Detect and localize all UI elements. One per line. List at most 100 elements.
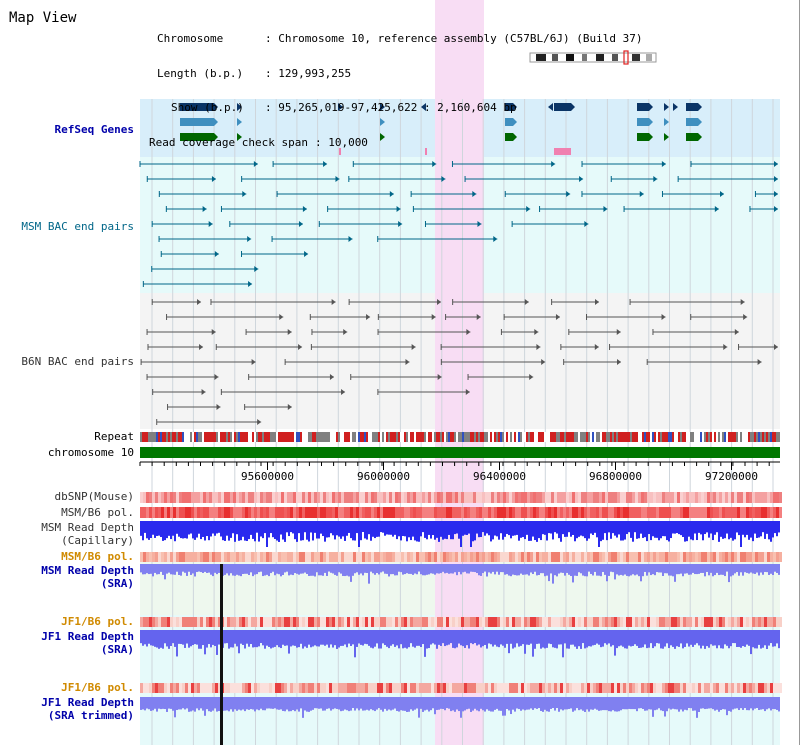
depth-bar: [174, 564, 176, 575]
depth-bar: [442, 521, 444, 540]
heat-cell: [617, 492, 620, 503]
depth-bar: [160, 521, 162, 538]
depth-bar: [372, 521, 374, 537]
repeat-mark: [458, 432, 460, 442]
heat-cell: [554, 617, 557, 627]
heat-cell: [185, 552, 188, 562]
heat-cell: [704, 507, 707, 518]
depth-bar: [670, 521, 672, 539]
track-label-b6n-bac[interactable]: B6N BAC end pairs: [21, 355, 134, 368]
heat-cell: [176, 683, 179, 693]
heat-cell: [533, 507, 536, 518]
depth-bar: [750, 697, 752, 709]
heat-cell: [167, 683, 170, 693]
heat-cell: [365, 507, 368, 518]
depth-bar: [382, 630, 384, 644]
depth-bar: [574, 630, 576, 647]
heat-cell: [581, 507, 584, 518]
heat-cell: [746, 683, 749, 693]
heat-cell: [416, 617, 419, 627]
heat-cell: [332, 507, 335, 518]
track-label-msm-depth-sra[interactable]: MSM Read Depth: [41, 564, 134, 577]
heat-cell: [392, 552, 395, 562]
repeat-mark: [270, 432, 272, 442]
depth-bar: [232, 697, 234, 712]
heat-cell: [230, 492, 233, 503]
depth-bar: [224, 630, 226, 644]
heat-cell: [368, 552, 371, 562]
depth-bar: [350, 564, 352, 582]
depth-bar: [702, 697, 704, 709]
track-label-repeat[interactable]: Repeat: [94, 430, 134, 443]
track-label-msm-depth-cap[interactable]: MSM Read Depth: [41, 521, 134, 534]
heat-cell: [602, 492, 605, 503]
depth-bar: [742, 521, 744, 535]
track-label-msm-b6-pol[interactable]: MSM/B6 pol.: [61, 506, 134, 519]
depth-bar: [604, 521, 606, 534]
track-label-jf1-depth-sra[interactable]: JF1 Read Depth: [41, 630, 134, 643]
depth-bar: [322, 630, 324, 645]
heat-cell: [164, 617, 167, 627]
heat-cell: [650, 492, 653, 503]
heat-cell: [263, 552, 266, 562]
bac-end-arrow: [723, 344, 728, 350]
depth-bar: [408, 564, 410, 574]
track-label-msm-b6-pol2[interactable]: MSM/B6 pol.: [61, 550, 134, 563]
track-label-jf1-b6-pol2[interactable]: JF1/B6 pol.: [61, 681, 134, 694]
heat-cell: [395, 507, 398, 518]
heat-cell: [200, 552, 203, 562]
depth-bar: [156, 697, 158, 712]
track-label-dbsnp[interactable]: dbSNP(Mouse): [54, 490, 134, 503]
heat-cell: [398, 683, 401, 693]
track-label-jf1-b6-pol[interactable]: JF1/B6 pol.: [61, 615, 134, 628]
depth-bar: [514, 630, 516, 648]
depth-bar: [312, 697, 314, 710]
heat-cell: [710, 683, 713, 693]
heat-cell: [434, 552, 437, 562]
depth-bar: [694, 630, 696, 645]
position-marker-line: [220, 564, 223, 745]
heat-cell: [548, 492, 551, 503]
repeat-mark: [564, 432, 566, 442]
depth-bar: [412, 697, 414, 711]
repeat-mark: [556, 432, 558, 442]
depth-bar: [630, 697, 632, 710]
repeat-mark: [562, 432, 564, 442]
track-label-chromosome[interactable]: chromosome 10: [47, 446, 134, 459]
repeat-mark: [612, 432, 614, 442]
heat-cell: [524, 552, 527, 562]
heat-cell: [620, 507, 623, 518]
depth-bar: [396, 630, 398, 646]
depth-bar: [596, 564, 598, 576]
repeat-mark: [450, 432, 452, 442]
depth-bar: [312, 521, 314, 541]
heat-cell: [389, 617, 392, 627]
heat-cell: [644, 492, 647, 503]
depth-bar: [520, 697, 522, 711]
bac-end-arrow: [524, 299, 529, 305]
heat-cell: [323, 492, 326, 503]
track-label-msm-bac[interactable]: MSM BAC end pairs: [21, 220, 134, 233]
track-label-jf1-depth-trim[interactable]: JF1 Read Depth: [41, 696, 134, 709]
repeat-mark: [288, 432, 290, 442]
depth-bar: [478, 564, 480, 576]
depth-bar: [506, 521, 508, 534]
bac-end-arrow: [398, 221, 403, 227]
track-label-refseq[interactable]: RefSeq Genes: [54, 123, 134, 136]
heat-cell: [533, 492, 536, 503]
heat-cell: [755, 617, 758, 627]
heat-cell: [680, 507, 683, 518]
repeat-mark: [606, 432, 608, 442]
repeat-mark: [682, 432, 684, 442]
heat-cell: [248, 552, 251, 562]
depth-bar: [494, 697, 496, 710]
repeat-mark: [490, 432, 492, 442]
depth-bar: [276, 630, 278, 646]
heat-cell: [560, 617, 563, 627]
heat-cell: [308, 683, 311, 693]
depth-bar: [450, 564, 452, 574]
heat-cell: [182, 617, 185, 627]
depth-bar: [730, 630, 732, 647]
